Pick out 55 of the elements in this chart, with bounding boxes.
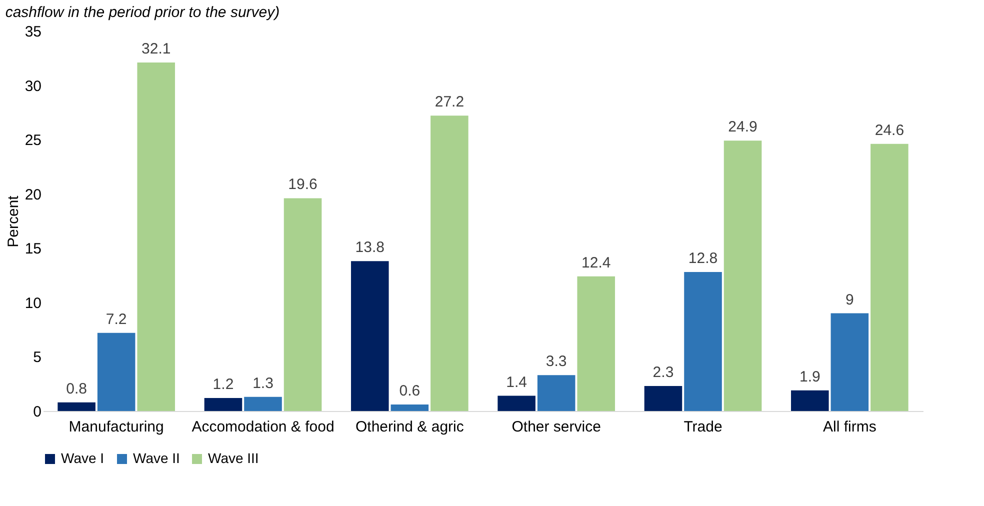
bar	[791, 390, 829, 411]
data-label: 1.9	[799, 368, 820, 386]
x-tick-label: Trade	[684, 418, 722, 436]
bar	[204, 398, 242, 411]
data-label: 0.6	[399, 382, 420, 400]
bar	[724, 140, 762, 411]
data-label: 24.9	[728, 118, 758, 136]
data-label: 3.3	[546, 353, 567, 370]
x-tick-label: Manufacturing	[68, 418, 164, 436]
bar	[577, 276, 615, 411]
x-tick-label: Otherind & agric	[355, 418, 464, 436]
x-tick-label: Accomodation & food	[192, 418, 334, 436]
data-label: 2.3	[652, 364, 674, 382]
y-tick-label: 0	[33, 404, 42, 420]
data-label: 1.4	[506, 374, 527, 391]
bar	[284, 198, 322, 411]
data-label: 12.8	[688, 250, 718, 268]
bar	[644, 386, 682, 411]
data-label: 1.3	[252, 374, 274, 392]
x-tick-label: Other service	[512, 418, 601, 436]
bar	[351, 261, 389, 411]
y-tick-label: 15	[24, 240, 42, 258]
data-label: 9	[845, 291, 854, 308]
bar	[430, 116, 468, 411]
data-label: 32.1	[142, 40, 171, 58]
bar	[830, 313, 869, 411]
data-label: 24.6	[874, 122, 904, 139]
legend-label: Wave III	[208, 450, 259, 466]
bar	[137, 62, 175, 411]
data-label: 7.2	[106, 310, 127, 328]
bar	[870, 144, 908, 411]
data-label: 19.6	[288, 176, 318, 194]
bar	[537, 375, 576, 411]
y-axis-title: Percent	[4, 194, 22, 248]
data-label: 0.8	[66, 380, 87, 398]
chart-title: cashflow in the period prior to the survey)	[5, 4, 280, 21]
y-tick-label: 25	[24, 132, 42, 150]
y-tick-label: 5	[33, 349, 42, 366]
bar	[58, 402, 96, 411]
data-label: 13.8	[355, 239, 384, 256]
legend-label: Wave I	[61, 450, 104, 466]
y-tick-label: 20	[24, 186, 42, 204]
bar	[390, 404, 429, 411]
y-tick-label: 30	[24, 78, 42, 95]
data-label: 12.4	[582, 254, 611, 272]
bar	[244, 396, 282, 411]
data-label: 1.2	[212, 376, 234, 393]
bar	[498, 396, 536, 411]
x-tick-label: All firms	[823, 418, 876, 436]
data-label: 27.2	[434, 94, 464, 111]
bar	[97, 332, 136, 411]
legend-label: Wave II	[133, 450, 180, 466]
y-tick-label: 10	[24, 294, 42, 312]
bar	[684, 272, 722, 411]
y-tick-label: 35	[24, 24, 42, 40]
